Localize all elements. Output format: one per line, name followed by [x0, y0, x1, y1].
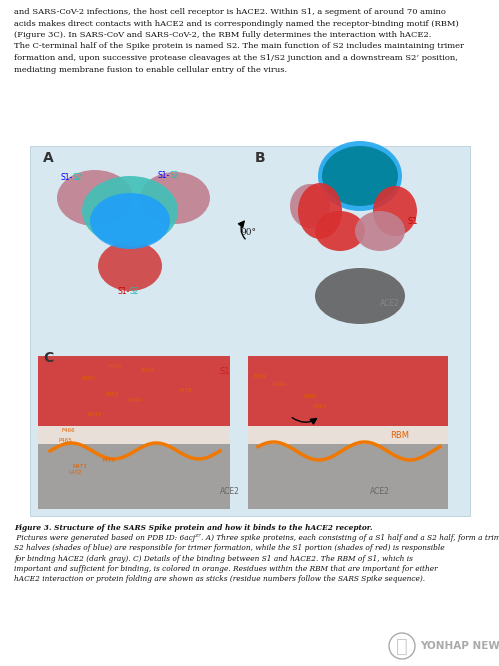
- Text: S2: S2: [130, 288, 140, 296]
- Text: 90°: 90°: [240, 228, 256, 237]
- Text: E452: E452: [105, 392, 119, 396]
- Text: S2 halves (shades of blue) are responsible for trimer formation, while the S1 po: S2 halves (shades of blue) are responsib…: [14, 544, 445, 552]
- Text: Pictures were generated based on PDB ID: 6acj³⁷. A) Three spike proteins, each c: Pictures were generated based on PDB ID:…: [14, 534, 499, 542]
- Ellipse shape: [290, 184, 330, 228]
- Text: acids makes direct contacts with hACE2 and is correspondingly named the receptor: acids makes direct contacts with hACE2 a…: [14, 19, 459, 27]
- Text: F466: F466: [61, 428, 75, 434]
- Text: E452: E452: [253, 374, 267, 378]
- Text: Y475: Y475: [101, 458, 115, 464]
- Text: C: C: [43, 351, 53, 365]
- Text: ACE2: ACE2: [370, 486, 390, 496]
- Text: P466: P466: [303, 394, 317, 398]
- FancyBboxPatch shape: [38, 359, 230, 509]
- Text: The C-terminal half of the Spike protein is named S2. The main function of S2 in: The C-terminal half of the Spike protein…: [14, 43, 464, 51]
- Text: P465: P465: [58, 438, 72, 444]
- Text: R453: R453: [141, 368, 155, 374]
- Text: hACE2 interaction or protein folding are shown as sticks (residue numbers follow: hACE2 interaction or protein folding are…: [14, 575, 425, 583]
- Ellipse shape: [90, 193, 170, 249]
- Text: S1-: S1-: [118, 288, 130, 296]
- Text: and SARS-CoV-2 infections, the host cell receptor is hACE2. Within S1, a segment: and SARS-CoV-2 infections, the host cell…: [14, 8, 446, 16]
- FancyBboxPatch shape: [248, 356, 448, 426]
- Text: Ⓨ: Ⓨ: [396, 637, 408, 655]
- Text: (Figure 3C). In SARS-CoV and SARS-CoV-2, the RBM fully determines the interactio: (Figure 3C). In SARS-CoV and SARS-CoV-2,…: [14, 31, 431, 39]
- Text: N473: N473: [73, 464, 87, 468]
- Text: S1-: S1-: [61, 174, 73, 182]
- Text: A: A: [43, 151, 54, 165]
- Text: formation and, upon successive protease cleavages at the S1/S2 junction and a do: formation and, upon successive protease …: [14, 54, 458, 62]
- Text: mediating membrane fusion to enable cellular entry of the virus.: mediating membrane fusion to enable cell…: [14, 65, 287, 73]
- Text: C467: C467: [313, 404, 327, 408]
- Ellipse shape: [318, 141, 402, 211]
- Text: D454: D454: [128, 398, 142, 404]
- Ellipse shape: [322, 146, 398, 206]
- Text: Figure 3. Structure of the SARS Spike protein and how it binds to the hACE2 rece: Figure 3. Structure of the SARS Spike pr…: [14, 524, 373, 532]
- FancyBboxPatch shape: [38, 444, 230, 509]
- Text: S2: S2: [170, 172, 180, 180]
- Text: S2: S2: [73, 174, 82, 182]
- Text: for binding hACE2 (dark gray). C) Details of the binding between S1 and hACE2. T: for binding hACE2 (dark gray). C) Detail…: [14, 555, 413, 563]
- Text: R444: R444: [88, 412, 102, 416]
- Text: B: B: [255, 151, 265, 165]
- Text: RBM: RBM: [391, 432, 410, 440]
- Ellipse shape: [140, 172, 210, 224]
- FancyBboxPatch shape: [248, 359, 448, 509]
- Text: ACE2: ACE2: [380, 298, 400, 308]
- Ellipse shape: [355, 211, 405, 251]
- Ellipse shape: [98, 241, 162, 291]
- Ellipse shape: [82, 176, 178, 246]
- FancyBboxPatch shape: [30, 146, 470, 516]
- Text: YONHAP NEWS: YONHAP NEWS: [420, 641, 499, 651]
- Text: S1: S1: [408, 216, 419, 226]
- Text: F451: F451: [108, 364, 122, 368]
- Text: R444: R444: [273, 382, 287, 386]
- Ellipse shape: [315, 268, 405, 324]
- FancyBboxPatch shape: [248, 444, 448, 509]
- Ellipse shape: [315, 211, 365, 251]
- Text: S1-: S1-: [158, 172, 170, 180]
- Text: important and sufficient for binding, is colored in orange. Residues within the : important and sufficient for binding, is…: [14, 565, 438, 573]
- Text: L472: L472: [68, 470, 82, 476]
- Text: S1: S1: [220, 366, 231, 376]
- FancyBboxPatch shape: [38, 356, 230, 426]
- Text: ACE2: ACE2: [220, 486, 240, 496]
- Ellipse shape: [57, 170, 133, 226]
- Text: Y438: Y438: [178, 388, 192, 394]
- Text: P450: P450: [81, 376, 95, 380]
- Ellipse shape: [298, 183, 342, 239]
- Ellipse shape: [373, 186, 417, 236]
